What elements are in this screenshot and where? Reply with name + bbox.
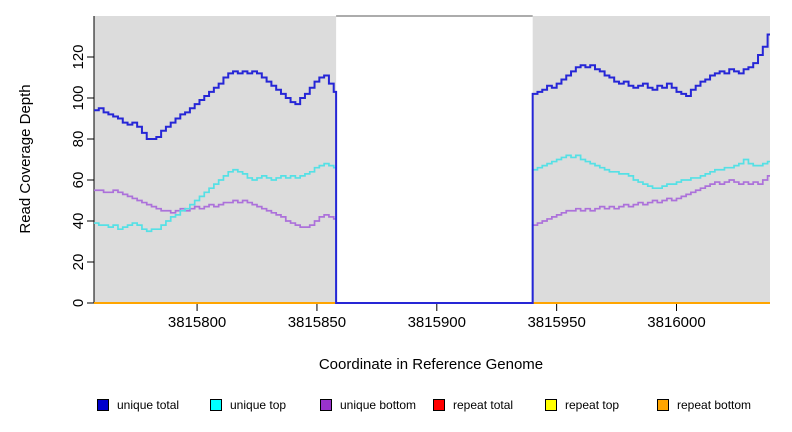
y-tick-label: 100 [70, 85, 87, 110]
legend-item-unique-total: unique total [97, 397, 179, 413]
legend-swatch [433, 399, 445, 411]
legend-item-repeat-top: repeat top [545, 397, 619, 413]
legend-swatch [545, 399, 557, 411]
x-tick-label: 3815800 [168, 314, 226, 331]
x-tick-label: 3816000 [647, 314, 705, 331]
legend-item-unique-top: unique top [210, 397, 286, 413]
y-tick-label: 120 [70, 44, 87, 69]
y-tick-label: 80 [70, 131, 87, 148]
x-axis-title: Coordinate in Reference Genome [319, 356, 543, 373]
legend-swatch [97, 399, 109, 411]
y-tick-label: 20 [70, 254, 87, 271]
legend: unique total unique top unique bottom repea… [0, 397, 792, 417]
y-tick-label: 0 [70, 299, 87, 307]
x-tick-label: 3815900 [408, 314, 466, 331]
plot-layers: 3815800 3815850 3815900 3815950 3816000 0 20 40… [70, 15, 770, 331]
plot-background [532, 16, 770, 303]
legend-swatch [320, 399, 332, 411]
x-tick-label: 3815950 [527, 314, 585, 331]
plot-background [94, 16, 337, 303]
legend-item-unique-bottom: unique bottom [320, 397, 416, 413]
legend-label: unique top [230, 398, 287, 412]
legend-label: repeat bottom [677, 398, 752, 412]
y-tick-label: 60 [70, 172, 87, 189]
series-unique-total [94, 33, 770, 304]
y-axis-title: Read Coverage Depth [17, 84, 34, 233]
series-unique-top [94, 154, 770, 304]
legend-label: repeat total [453, 398, 514, 412]
legend-label: unique bottom [340, 398, 417, 412]
legend-label: repeat top [565, 398, 620, 412]
legend-swatch [210, 399, 222, 411]
legend-item-repeat-bottom: repeat bottom [657, 397, 751, 413]
legend-label: unique total [117, 398, 180, 412]
x-tick-label: 3815850 [288, 314, 346, 331]
y-tick-label: 40 [70, 213, 87, 230]
legend-item-repeat-total: repeat total [433, 397, 513, 413]
legend-swatch [657, 399, 669, 411]
